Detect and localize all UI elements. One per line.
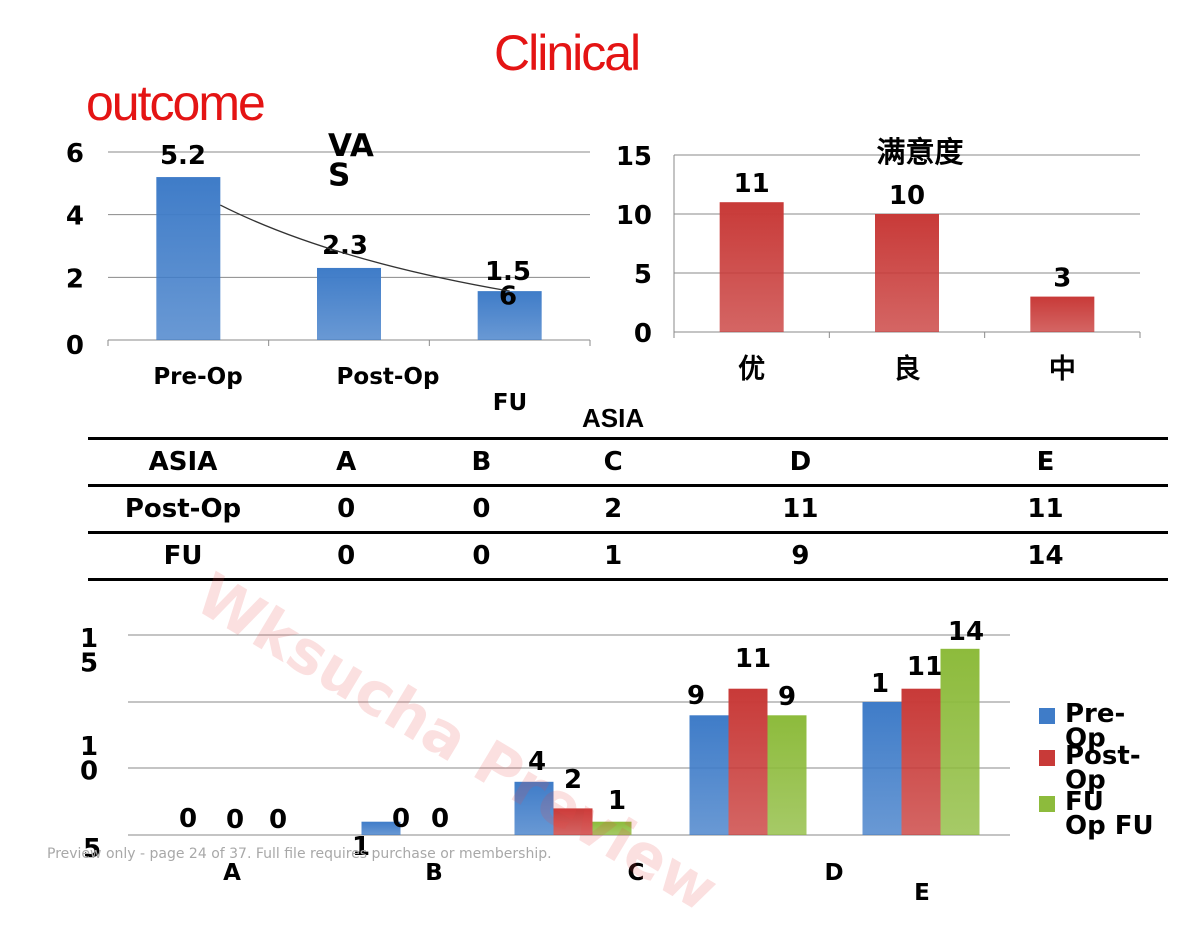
table-cell: 0 — [278, 484, 415, 534]
y-tick-label: 2 — [66, 264, 84, 294]
data-label: 0 — [392, 804, 410, 834]
bar — [940, 648, 980, 835]
satisfaction-chart: 0 5 10 15 11 优 10 良 3 中 满意度 — [616, 135, 1141, 385]
table-cell: 11 — [677, 484, 923, 534]
x-tick-label: Pre-Op — [153, 364, 242, 390]
x-tick-label: A — [223, 860, 241, 886]
legend-swatch — [1039, 796, 1055, 812]
bar — [689, 715, 729, 835]
chart-title: VA S — [328, 128, 374, 193]
table-row: Post-Op 0 0 2 11 11 — [88, 484, 1168, 534]
table-header-cell: E — [922, 437, 1168, 487]
y-tick-label: 4 — [66, 202, 84, 232]
asia-table-header-row: ASIA A B C D E — [88, 437, 1168, 487]
title-line-2: outcome — [86, 75, 266, 131]
data-label: 0 — [431, 804, 449, 834]
bar — [875, 214, 939, 332]
data-label: 3 — [1053, 264, 1071, 294]
data-label: 1 — [608, 786, 626, 816]
data-label: 11 — [735, 644, 771, 674]
legend-label: Pre-Op — [1065, 699, 1125, 754]
y-tick-label: 6 — [66, 139, 84, 169]
data-label: 11 — [734, 169, 770, 199]
chart-title: 满意度 — [876, 135, 963, 169]
data-label: 9 — [778, 682, 796, 712]
legend-label: Post-Op — [1065, 741, 1141, 796]
table-cell: 1 — [548, 531, 678, 581]
legend-swatch — [1039, 750, 1055, 766]
table-header-cell: D — [677, 437, 923, 487]
legend-label: Op FU — [1065, 811, 1154, 841]
table-header-cell: ASIA — [88, 437, 278, 487]
y-tick-label: 5 — [634, 260, 652, 290]
x-tick-label: FU — [493, 390, 527, 416]
bar — [317, 267, 381, 340]
table-cell: 0 — [414, 484, 549, 534]
preview-note: Preview only - page 24 of 37. Full file … — [47, 846, 552, 862]
bar — [862, 702, 902, 835]
legend-label: FU — [1065, 787, 1104, 817]
asia-table-caption: ASIA — [582, 403, 645, 433]
table-cell: 0 — [414, 531, 549, 581]
bar — [728, 688, 768, 835]
table-cell: 2 — [548, 484, 678, 534]
y-tick-label: 5 — [83, 834, 101, 864]
bar — [361, 821, 401, 835]
data-label: 1 — [871, 669, 889, 699]
y-tick-label: 0 — [66, 331, 84, 361]
bar — [553, 808, 593, 835]
y-tick-label: 15 — [616, 142, 652, 172]
data-label: 5.2 — [160, 141, 206, 171]
y-tick-label: 0 — [634, 319, 652, 349]
x-tick-label: 良 — [894, 353, 921, 385]
data-label: 0 — [179, 804, 197, 834]
table-cell: 9 — [677, 531, 923, 581]
table-header-cell: B — [414, 437, 549, 487]
x-tick-label: 中 — [1049, 354, 1076, 385]
table-row-label: FU — [88, 531, 278, 581]
title-line-1: Clinical — [494, 25, 641, 81]
bar — [719, 202, 784, 332]
bar — [156, 177, 221, 340]
table-row: FU 0 0 1 9 14 — [88, 531, 1168, 581]
x-tick-label: Post-Op — [337, 364, 440, 390]
data-label: 14 — [948, 617, 984, 647]
data-label: 4 — [528, 747, 546, 777]
bar — [477, 291, 542, 340]
data-label: 0 — [269, 805, 287, 835]
asia-table: ASIA A B C D E Post-Op 0 0 2 11 11 FU 0 … — [88, 437, 1168, 581]
bar — [592, 821, 632, 835]
data-label: 1.5 6 — [485, 257, 531, 312]
x-tick-label: B — [425, 860, 443, 886]
table-row-label: Post-Op — [88, 484, 278, 534]
bar — [1030, 296, 1095, 332]
data-label: 11 — [907, 652, 943, 682]
data-label: 1 — [352, 832, 370, 862]
data-label: 0 — [226, 805, 244, 835]
table-header-cell: A — [278, 437, 415, 487]
trendline — [220, 204, 510, 292]
bar — [767, 715, 807, 835]
vas-chart: 0 2 4 6 5.2 2.3 1.5 6 Pre-Op Post-Op FU VA S — [66, 128, 591, 416]
x-tick-label: C — [628, 860, 645, 886]
data-label: 9 — [687, 681, 705, 711]
bar — [514, 781, 554, 835]
legend-swatch — [1039, 708, 1055, 724]
table-cell: 11 — [922, 484, 1168, 534]
x-tick-label: D — [824, 860, 843, 886]
bar — [901, 688, 941, 835]
data-label: 10 — [889, 181, 925, 211]
table-header-cell: C — [548, 437, 678, 487]
x-tick-label: E — [914, 880, 930, 900]
data-label: 2.3 — [322, 231, 368, 261]
x-tick-label: 优 — [738, 354, 765, 385]
table-cell: 14 — [922, 531, 1168, 581]
data-label: 2 — [564, 765, 582, 795]
y-tick-label: 10 — [616, 201, 652, 231]
table-cell: 0 — [278, 531, 415, 581]
